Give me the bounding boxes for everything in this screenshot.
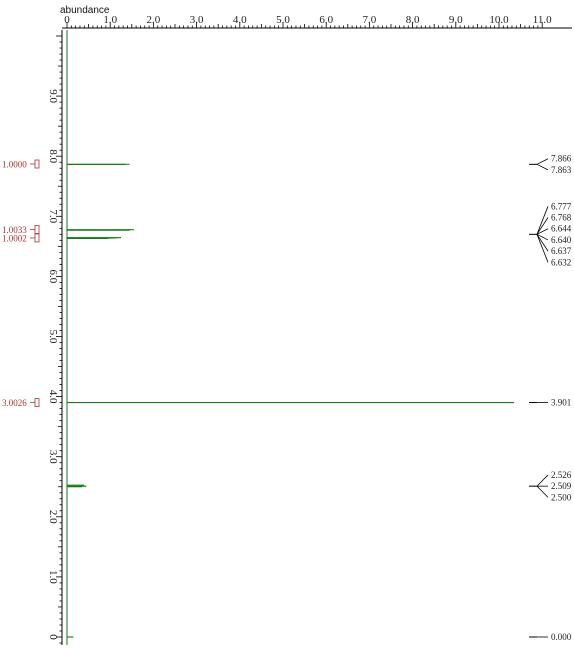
y-tick-label: 5.0 [47, 330, 59, 344]
integral-value: 1.0000 [2, 160, 27, 170]
peak-label-group: 3.901 [529, 398, 571, 408]
integral-item: 1.0033 [2, 225, 40, 235]
y-tick-label: 4.0 [47, 390, 59, 404]
x-tick-label: 11.0 [533, 14, 552, 26]
peak-shift-label: 6.777 [551, 201, 572, 211]
integral-marker [34, 159, 40, 169]
peak-label-connector [536, 234, 549, 263]
x-tick-label: 4.0 [233, 14, 247, 26]
integral-marker [34, 398, 40, 408]
x-tick-label: 10.0 [489, 14, 509, 26]
y-tick-label: 7.0 [47, 209, 59, 223]
y-tick-label: 3.0 [47, 450, 59, 464]
integral-item: 1.0000 [2, 159, 40, 170]
y-tick-label: 8.0 [47, 149, 59, 163]
integral-item: 3.0026 [2, 398, 40, 408]
x-tick-label: 7.0 [363, 14, 377, 26]
peak-label-connector [536, 158, 549, 165]
peak-label-connector [536, 206, 549, 235]
y-tick-label: 6.0 [47, 270, 59, 284]
peak-shift-label: 3.901 [551, 398, 571, 408]
integral-value: 1.0002 [2, 233, 27, 243]
integral-marker [34, 225, 40, 234]
peak-label-connector [536, 163, 549, 171]
spectrum-trace [66, 30, 515, 645]
x-tick-label: 3.0 [190, 14, 204, 26]
integral-value: 3.0026 [2, 398, 27, 408]
peak-shift-label: 2.526 [551, 470, 572, 480]
peak-shift-label: 0.000 [551, 632, 572, 642]
integral-item: 1.0002 [2, 233, 40, 243]
peak-label-connector [536, 228, 549, 235]
x-axis: 0 1.0 2.0 3.0 4.0 5.0 6.0 7.0 8.0 9.0 10.0 11.0 [62, 14, 572, 29]
x-tick-label: 1.0 [103, 14, 117, 26]
integral-value: 1.0033 [2, 225, 27, 235]
peak-label-connector [536, 474, 549, 487]
peak-shift-label: 6.768 [551, 213, 572, 223]
peak-label-group: 0.000 [529, 632, 572, 642]
x-tick-label: 0 [64, 14, 70, 26]
peak-shift-label: 7.866 [551, 154, 572, 164]
y-tick-label: 0 [47, 634, 59, 640]
peak-shift-label: 2.500 [551, 492, 572, 502]
peak-shift-label: 7.863 [551, 165, 572, 175]
x-tick-label: 8.0 [406, 14, 420, 26]
peak-shift-label: 6.632 [551, 257, 571, 267]
x-axis-label: abundance [60, 5, 110, 16]
x-tick-label: 9.0 [449, 14, 463, 26]
y-tick-label: 2.0 [47, 510, 59, 524]
integral-marker [34, 233, 40, 243]
x-tick-label: 6.0 [319, 14, 333, 26]
y-tick-label: 1.0 [47, 570, 59, 584]
peak-label-connector [536, 485, 549, 498]
y-axis: 0 1.0 2.0 3.0 4.0 5.0 6.0 7.0 8.0 9.0 [47, 30, 63, 645]
peak-shift-label: 6.644 [551, 224, 572, 234]
x-tick-label: 2.0 [147, 14, 161, 26]
peak-label-connector [536, 217, 549, 235]
peak-shift-label: 2.509 [551, 481, 572, 491]
peak-label-connector [536, 233, 549, 241]
peak-shift-label: 6.640 [551, 235, 572, 245]
y-tick-label: 9.0 [47, 89, 59, 103]
x-tick-label: 5.0 [276, 14, 290, 26]
peak-label-connector [536, 234, 549, 252]
peak-shift-label: 6.637 [551, 246, 572, 256]
